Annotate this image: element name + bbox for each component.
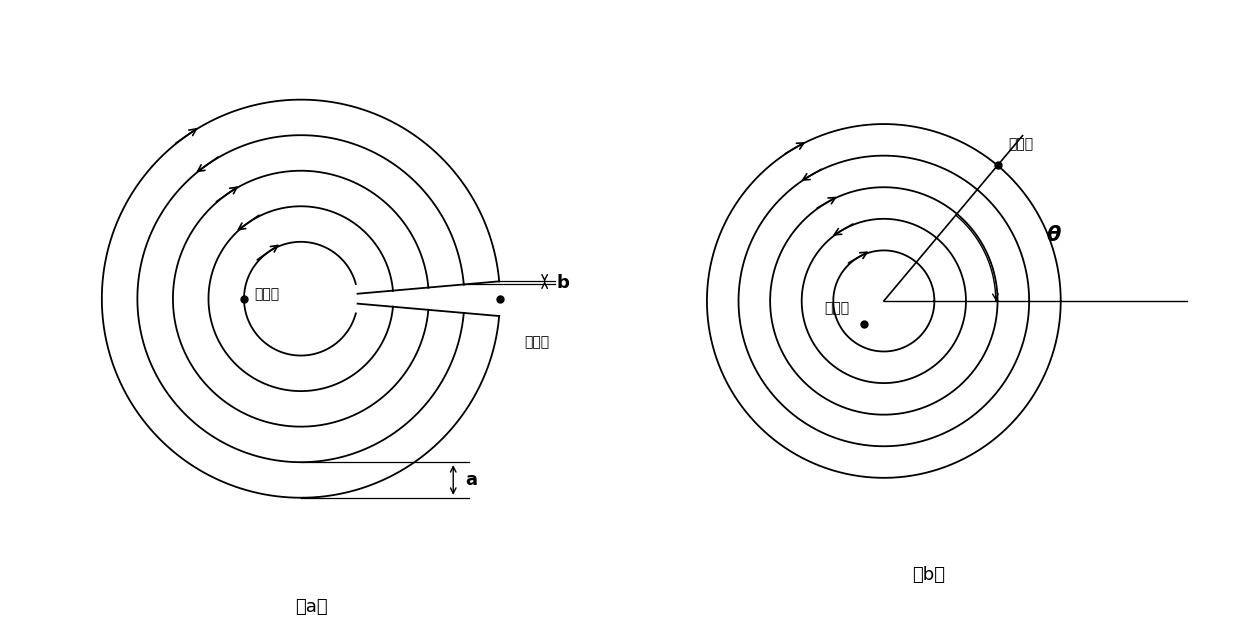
Text: 收弧点: 收弧点 [525, 335, 549, 349]
Text: 起弧点: 起弧点 [1008, 137, 1033, 151]
Text: b: b [557, 274, 569, 292]
Text: （b）: （b） [913, 567, 945, 584]
Text: θ: θ [1047, 225, 1061, 244]
Text: 起弧点: 起弧点 [254, 288, 279, 302]
Text: （a）: （a） [295, 598, 327, 616]
Text: 收弧点: 收弧点 [825, 301, 849, 315]
Text: a: a [465, 471, 477, 489]
